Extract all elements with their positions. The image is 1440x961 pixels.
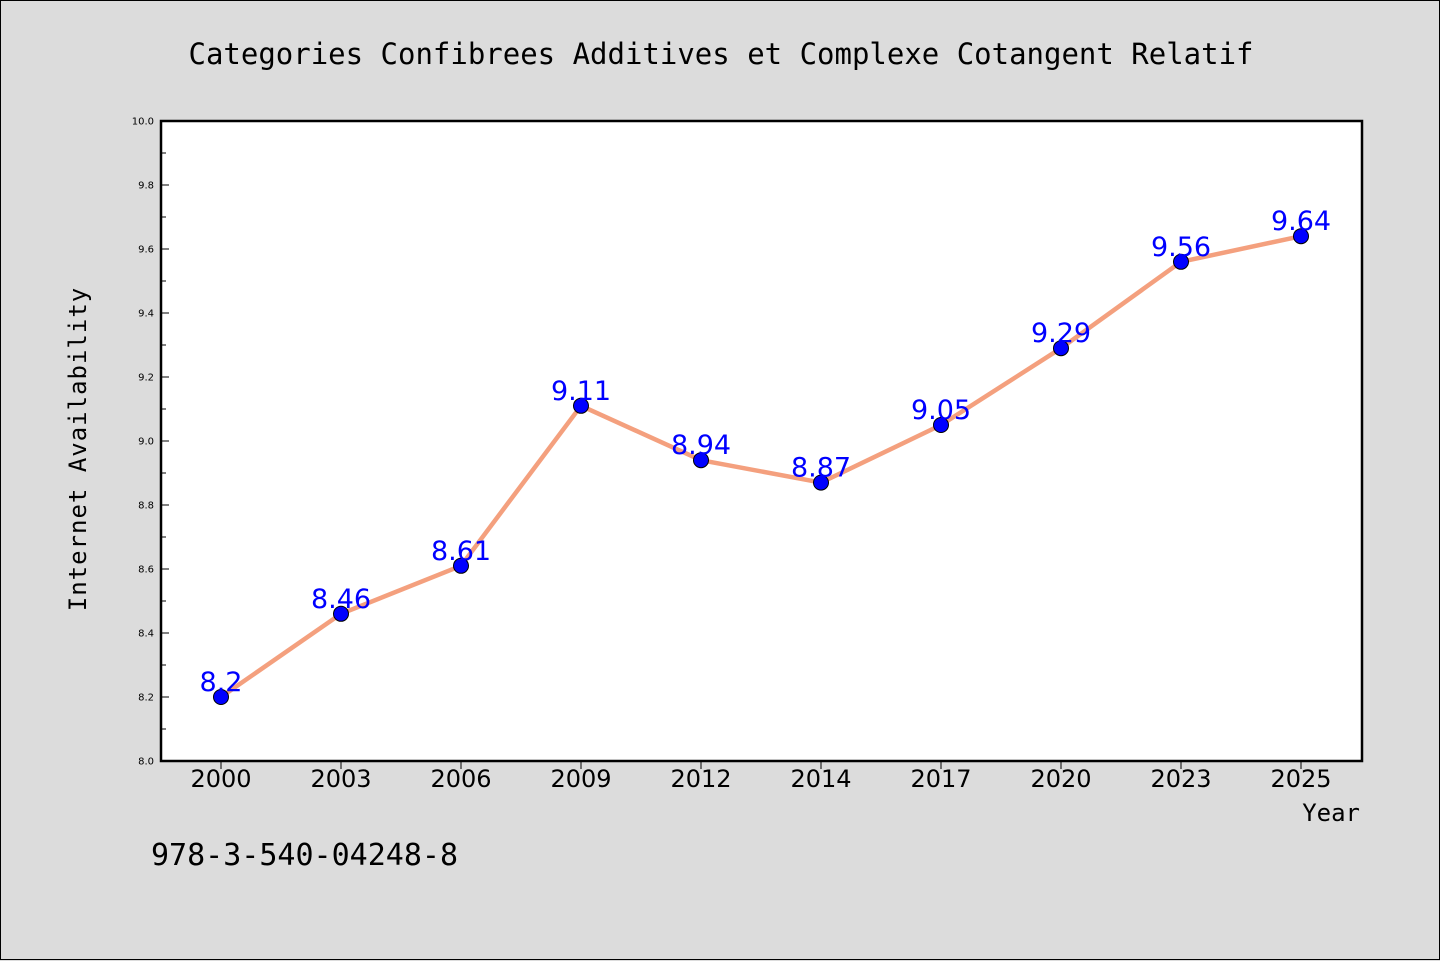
y-tick-label: 8.0 <box>138 757 154 768</box>
data-point <box>1173 253 1189 270</box>
isbn-note: 978-3-540-04248-8 <box>151 838 458 873</box>
data-label: 9.64 <box>1271 206 1331 237</box>
data-point <box>1293 228 1309 245</box>
data-labels: 8.2 8.46 8.61 9.11 8.94 8.87 9.05 9.29 9.56 9.64 <box>200 206 1332 698</box>
x-tick-label: 2009 <box>550 765 611 793</box>
y-tick-label: 8.2 <box>138 693 154 704</box>
y-tick-label: 8.6 <box>138 565 154 576</box>
data-label: 9.11 <box>551 376 611 407</box>
data-label: 8.87 <box>791 453 851 484</box>
data-label: 8.94 <box>671 430 731 461</box>
series-markers <box>213 228 1309 705</box>
data-point <box>693 452 709 469</box>
x-axis-label: Year <box>1302 799 1360 827</box>
data-label: 9.05 <box>911 395 971 426</box>
data-point <box>933 417 949 433</box>
x-tick-label: 2023 <box>1150 765 1211 793</box>
y-tick-label: 10.0 <box>132 117 154 128</box>
x-tick-label: 2025 <box>1270 765 1331 793</box>
y-tick-label: 9.8 <box>138 181 154 192</box>
data-point <box>453 557 469 574</box>
data-label: 9.56 <box>1151 232 1211 263</box>
y-tick-label: 9.4 <box>138 309 154 320</box>
y-tick-label: 9.0 <box>138 437 154 448</box>
data-point <box>813 474 829 491</box>
data-point <box>1053 340 1069 357</box>
series-line <box>218 233 1304 700</box>
data-point <box>333 605 349 622</box>
y-tick-label: 9.6 <box>138 245 154 256</box>
data-label: 8.61 <box>431 536 491 567</box>
data-point <box>213 689 229 705</box>
y-tick-label: 8.4 <box>138 629 154 640</box>
y-tick-label: 9.2 <box>138 373 154 384</box>
x-tick-label: 2012 <box>670 765 731 793</box>
x-tick-label: 2006 <box>430 765 491 793</box>
x-tick-label: 2017 <box>910 765 971 793</box>
x-tick-label: 2014 <box>790 765 851 793</box>
y-axis: 8.0 8.2 8.4 8.6 8.8 9.0 9.2 9.4 9.6 9.8 10.0 <box>132 117 169 768</box>
x-tick-label: 2020 <box>1030 765 1091 793</box>
x-axis: 2000 2003 2006 2009 2012 2014 2017 2020 2023 2025 <box>190 761 1332 793</box>
chart-title: Categories Confibrees Additives et Compl… <box>188 37 1253 71</box>
data-label: 8.46 <box>311 584 371 615</box>
y-tick-label: 8.8 <box>138 501 154 512</box>
data-point <box>573 397 589 414</box>
y-axis-label: Internet Availability <box>64 287 92 611</box>
x-tick-label: 2000 <box>190 765 251 793</box>
x-tick-label: 2003 <box>310 765 371 793</box>
data-label: 8.2 <box>200 667 243 698</box>
data-label: 9.29 <box>1031 318 1091 349</box>
plot-area <box>159 119 1364 763</box>
